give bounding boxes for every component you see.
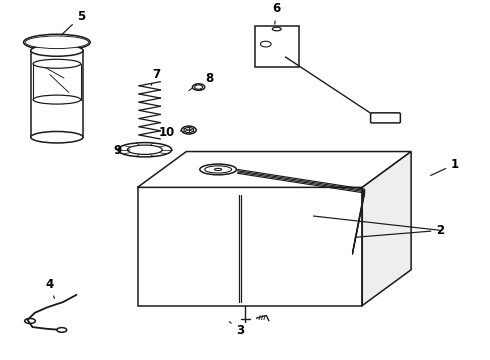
Text: 8: 8 [200, 72, 214, 90]
Text: 6: 6 [272, 3, 281, 24]
Polygon shape [362, 152, 411, 306]
Ellipse shape [33, 59, 81, 68]
Ellipse shape [205, 166, 232, 173]
Ellipse shape [200, 164, 237, 175]
Ellipse shape [184, 127, 194, 132]
Text: 2: 2 [355, 224, 444, 237]
Ellipse shape [25, 36, 89, 49]
Ellipse shape [215, 168, 222, 171]
Ellipse shape [31, 45, 83, 56]
Text: 9: 9 [114, 144, 130, 157]
Ellipse shape [57, 328, 67, 332]
FancyBboxPatch shape [255, 26, 299, 67]
Text: 4: 4 [46, 278, 54, 298]
Text: 10: 10 [159, 126, 181, 139]
Text: 7: 7 [151, 68, 160, 85]
Ellipse shape [127, 145, 162, 154]
Ellipse shape [24, 34, 90, 50]
Text: 1: 1 [431, 158, 459, 175]
Ellipse shape [195, 85, 202, 89]
Ellipse shape [260, 41, 271, 47]
FancyBboxPatch shape [370, 113, 400, 123]
Polygon shape [138, 187, 362, 306]
Polygon shape [138, 152, 411, 187]
Ellipse shape [33, 95, 81, 104]
Text: 5: 5 [61, 10, 85, 35]
Ellipse shape [181, 126, 196, 134]
Ellipse shape [272, 27, 281, 31]
Ellipse shape [31, 131, 83, 143]
Text: 3: 3 [229, 322, 244, 337]
Ellipse shape [193, 84, 205, 90]
Ellipse shape [118, 143, 172, 157]
